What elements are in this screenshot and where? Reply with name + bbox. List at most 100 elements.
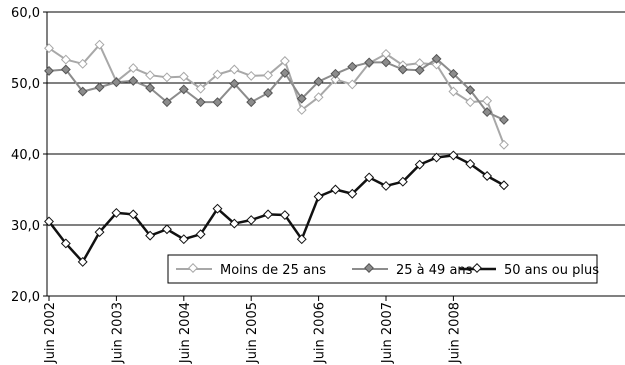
legend-marker-1 [364, 263, 374, 273]
legend-item-1: 25 à 49 ans [352, 263, 473, 278]
data-point [212, 97, 223, 108]
legend-item-2: 50 ans ou plus [460, 263, 599, 278]
data-point [465, 158, 476, 169]
data-point [313, 191, 324, 202]
data-point [347, 188, 358, 199]
data-point [482, 95, 493, 106]
legend-item-0: Moins de 25 ans [176, 263, 326, 278]
data-point [44, 43, 54, 54]
data-point [44, 65, 54, 76]
data-point [128, 75, 139, 86]
data-point [263, 70, 273, 81]
legend: Moins de 25 ans 25 à 49 ans 50 ans ou pl… [167, 254, 599, 284]
data-point [60, 64, 71, 75]
data-point [145, 230, 156, 241]
y-tick-label: 60,0 [11, 6, 40, 21]
legend-marker-2 [472, 263, 482, 273]
data-point [44, 216, 54, 227]
data-point [414, 65, 425, 76]
data-point [397, 64, 408, 75]
x-tick-label: Juin 2007 [380, 302, 395, 364]
x-tick-label: Juin 2005 [245, 302, 260, 364]
data-point [448, 150, 459, 161]
data-point [448, 68, 459, 79]
data-point [330, 68, 341, 79]
series-1 [44, 53, 509, 125]
data-point [94, 82, 105, 93]
data-point [347, 61, 358, 72]
y-tick-label: 20,0 [11, 290, 40, 305]
data-point [364, 172, 375, 183]
x-axis: Juin 2002 Juin 2003 Juin 2004 Juin 2005 Juin… [43, 296, 462, 364]
series-line-1 [48, 57, 505, 121]
data-point [431, 59, 442, 70]
data-point [296, 234, 307, 245]
data-point [279, 68, 290, 79]
data-point [431, 152, 442, 163]
y-tick-label: 40,0 [11, 148, 40, 163]
data-point [263, 209, 273, 220]
data-point [431, 53, 442, 64]
data-point [246, 70, 257, 81]
data-point [94, 227, 105, 238]
data-point [77, 58, 88, 69]
data-point [414, 58, 425, 69]
legend-label-0: Moins de 25 ans [220, 263, 326, 278]
data-point [145, 83, 156, 93]
data-point [296, 105, 307, 115]
data-point [195, 229, 206, 240]
x-tick-label: Juin 2002 [43, 302, 58, 364]
data-point [60, 238, 71, 249]
data-point [279, 56, 290, 66]
data-point [246, 215, 257, 225]
data-point [128, 63, 139, 74]
data-point [499, 114, 509, 125]
data-point [212, 203, 223, 214]
x-tick-label: Juin 2008 [447, 302, 462, 364]
data-point [111, 77, 122, 88]
data-point [162, 97, 172, 108]
y-axis: 20,0 30,0 40,0 50,0 60,0 [11, 6, 47, 305]
data-point [111, 207, 122, 218]
x-tick-label: Juin 2004 [178, 302, 193, 364]
data-point [128, 209, 139, 220]
legend-label-1: 25 à 49 ans [396, 263, 473, 278]
data-point [499, 139, 509, 150]
data-point [364, 57, 375, 68]
data-point [381, 48, 391, 59]
data-point [94, 39, 105, 50]
data-point [482, 171, 493, 181]
data-point [212, 69, 223, 80]
data-point [178, 71, 189, 82]
data-point [279, 210, 290, 221]
data-point [77, 86, 88, 97]
data-point [162, 72, 172, 83]
data-point [178, 84, 189, 95]
data-point [397, 176, 408, 187]
legend-marker-0 [188, 263, 198, 273]
data-point [414, 159, 425, 170]
y-tick-label: 30,0 [11, 219, 40, 234]
data-point [60, 54, 71, 65]
data-point [77, 256, 88, 267]
series-lines [44, 39, 509, 267]
data-point [145, 70, 156, 81]
series-2 [44, 150, 509, 267]
data-point [313, 76, 324, 87]
data-point [499, 180, 509, 191]
data-point [448, 86, 459, 97]
data-point [381, 181, 391, 191]
data-point [229, 78, 240, 89]
y-tick-label: 50,0 [11, 77, 40, 92]
data-point [246, 97, 257, 108]
data-point [229, 218, 240, 229]
data-point [263, 87, 273, 98]
data-point [195, 97, 206, 108]
x-tick-label: Juin 2006 [313, 302, 328, 364]
data-point [330, 184, 341, 195]
legend-label-2: 50 ans ou plus [504, 263, 599, 278]
data-point [330, 74, 341, 85]
data-point [381, 57, 391, 68]
data-point [313, 92, 324, 103]
